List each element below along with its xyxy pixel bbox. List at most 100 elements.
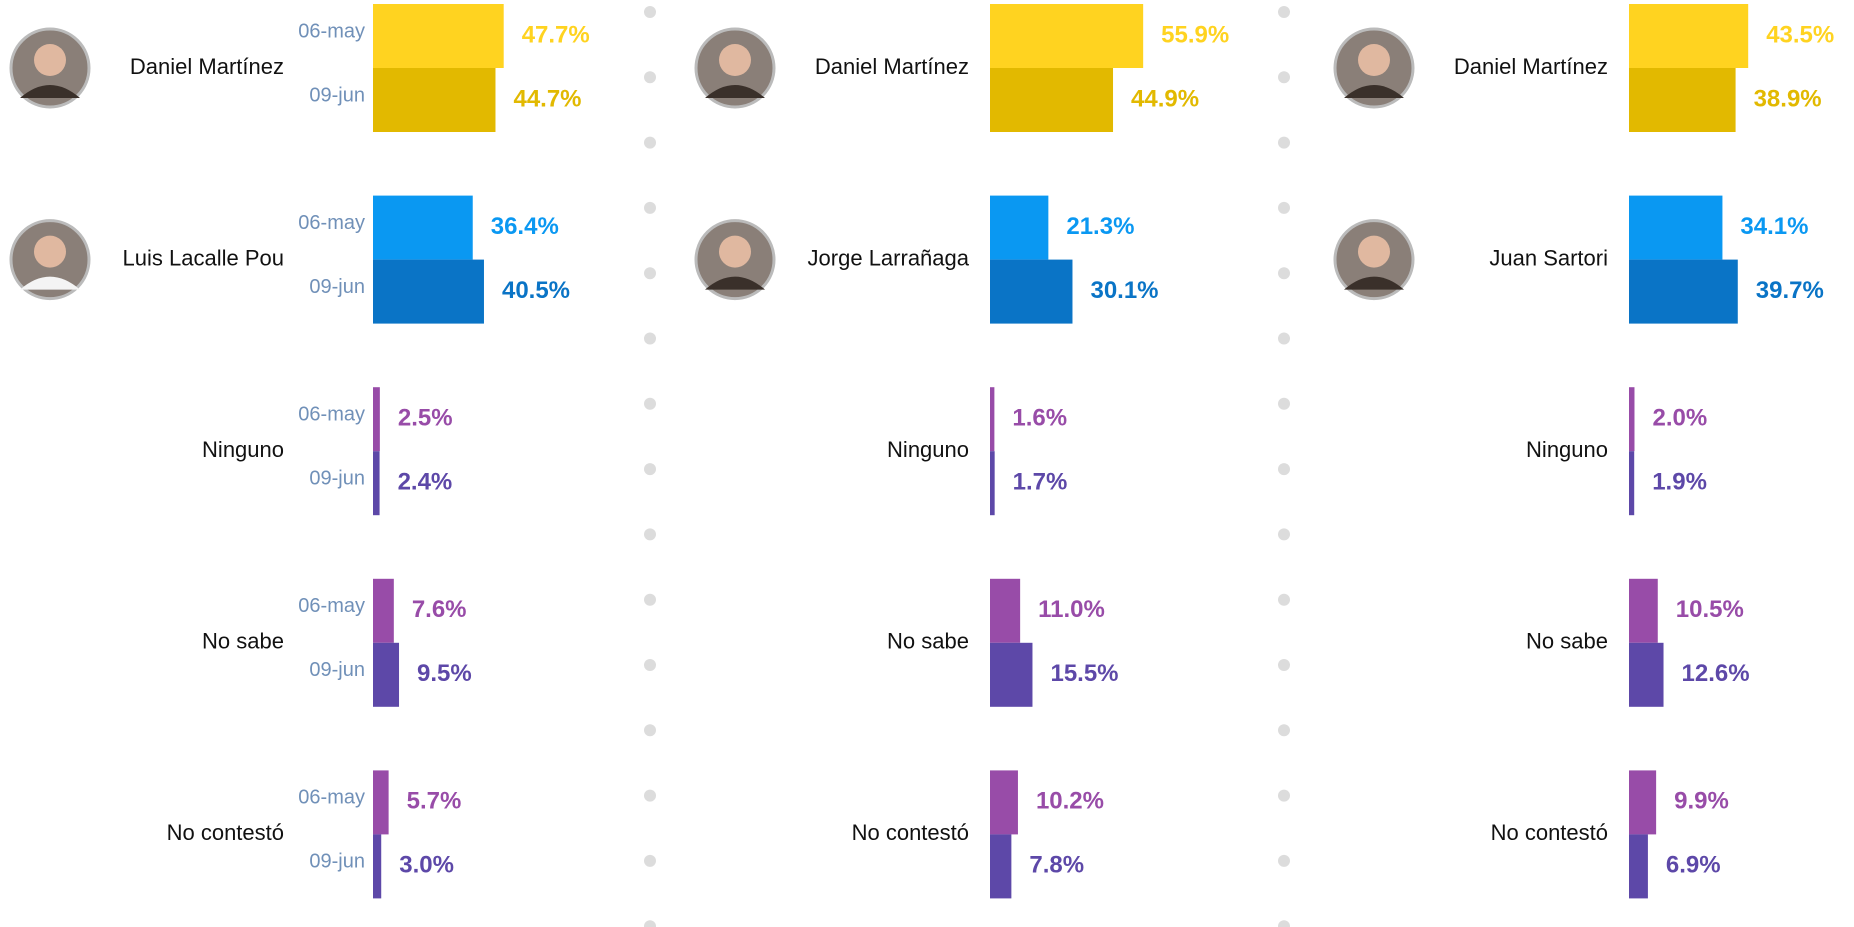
avatar-face — [1358, 235, 1390, 268]
series-label: 06-may — [298, 20, 365, 42]
series-label: 09-jun — [309, 851, 365, 873]
category-label: No sabe — [887, 629, 969, 654]
value-label: 6.9% — [1666, 852, 1721, 879]
divider-dot — [1278, 71, 1290, 84]
series-label: 06-may — [298, 212, 365, 234]
divider-dot — [644, 854, 656, 867]
divider-dot — [1278, 6, 1290, 18]
bar — [990, 642, 1033, 707]
value-label: 34.1% — [1740, 213, 1808, 240]
divider-dot — [644, 267, 656, 280]
divider-dot — [1278, 789, 1290, 802]
divider-dot — [1278, 267, 1290, 280]
series-label: 06-may — [298, 787, 365, 809]
category-label: No sabe — [202, 629, 284, 654]
bar — [990, 770, 1018, 835]
divider-dot — [1278, 136, 1290, 149]
category-label: No contestó — [167, 820, 284, 845]
avatar-face — [34, 44, 66, 76]
divider-dot — [1278, 528, 1290, 541]
divider-dot — [644, 6, 656, 18]
value-label: 7.6% — [412, 596, 467, 623]
bar — [373, 195, 473, 260]
category-label: Juan Sartori — [1489, 245, 1608, 270]
category-label: No contestó — [1491, 820, 1608, 845]
value-label: 7.8% — [1029, 852, 1084, 879]
bar — [990, 68, 1114, 132]
bar — [1629, 834, 1648, 899]
divider-dot — [644, 136, 656, 149]
value-label: 44.9% — [1131, 85, 1199, 112]
bar — [990, 387, 995, 452]
category-label: Jorge Larrañaga — [808, 245, 970, 270]
bar — [1629, 578, 1658, 643]
bar — [990, 259, 1073, 324]
bar — [373, 770, 389, 835]
bar — [373, 4, 504, 68]
bar — [373, 68, 496, 132]
divider-dot — [644, 463, 656, 476]
divider-dot — [1278, 920, 1290, 927]
avatar-body — [20, 85, 80, 98]
divider-dot — [644, 593, 656, 606]
bar — [373, 642, 400, 707]
bar — [1629, 68, 1736, 132]
series-label: 06-may — [298, 595, 365, 617]
bar — [990, 578, 1021, 643]
bar — [373, 834, 382, 899]
category-label: Daniel Martínez — [1454, 54, 1608, 79]
divider-dot — [644, 659, 656, 671]
value-label: 38.9% — [1754, 85, 1822, 112]
value-label: 2.5% — [398, 405, 453, 432]
value-label: 12.6% — [1682, 660, 1750, 687]
bar — [990, 195, 1049, 260]
avatar-face — [1358, 44, 1390, 76]
bar — [1629, 770, 1657, 835]
category-label: No sabe — [1526, 629, 1608, 654]
divider-dot — [644, 201, 656, 214]
bar — [373, 387, 380, 452]
value-label: 40.5% — [502, 277, 570, 304]
bar — [373, 259, 484, 324]
divider-dot — [1278, 201, 1290, 214]
category-label: Ninguno — [202, 437, 284, 462]
avatar-body — [20, 276, 80, 290]
divider-dot — [644, 71, 656, 84]
divider-dot — [1278, 332, 1290, 345]
series-label: 06-may — [298, 403, 365, 425]
value-label: 3.0% — [399, 852, 454, 879]
category-label: No contestó — [852, 820, 969, 845]
category-label: Ninguno — [887, 437, 969, 462]
value-label: 9.9% — [1674, 788, 1729, 815]
value-label: 39.7% — [1756, 277, 1824, 304]
value-label: 5.7% — [407, 788, 462, 815]
value-label: 43.5% — [1766, 21, 1834, 48]
series-label: 09-jun — [309, 467, 365, 489]
category-label: Luis Lacalle Pou — [123, 245, 284, 270]
bar — [1629, 259, 1738, 324]
value-label: 11.0% — [1038, 596, 1105, 623]
value-label: 2.0% — [1652, 405, 1707, 432]
bar — [373, 451, 380, 516]
value-label: 55.9% — [1161, 21, 1229, 48]
value-label: 1.9% — [1652, 469, 1707, 496]
value-label: 47.7% — [522, 21, 590, 48]
value-label: 1.7% — [1013, 469, 1068, 496]
series-label: 09-jun — [309, 659, 365, 681]
avatar-body — [705, 85, 765, 98]
bar — [1629, 451, 1635, 516]
bar — [990, 4, 1144, 68]
category-label: Daniel Martínez — [815, 54, 969, 79]
value-label: 44.7% — [513, 85, 581, 112]
value-label: 9.5% — [417, 660, 472, 687]
divider-dot — [644, 789, 656, 802]
bar — [1629, 195, 1723, 260]
divider-dot — [1278, 659, 1290, 671]
bar — [1629, 387, 1635, 452]
value-label: 30.1% — [1090, 277, 1158, 304]
value-label: 21.3% — [1066, 213, 1134, 240]
category-label: Daniel Martínez — [130, 54, 284, 79]
bar — [990, 451, 995, 516]
bar — [1629, 642, 1664, 707]
